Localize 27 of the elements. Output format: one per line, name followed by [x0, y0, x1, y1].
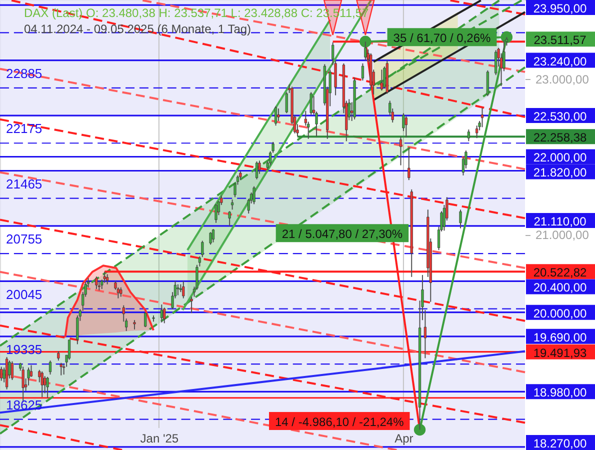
annotation: 21 / 5.047,80 / 27,30% — [282, 227, 403, 242]
ref-line-label: 18625 — [6, 397, 42, 412]
ref-line-label: 21.110,00 — [534, 214, 587, 228]
ref-line-label: 19.491,93 — [533, 346, 588, 360]
data-label: 20.522,82 — [533, 266, 588, 280]
ref-line-label: 19.690,00 — [533, 330, 588, 344]
ref-line-label: 20.000,00 — [533, 306, 588, 320]
ref-line-label: 23.950,00 — [533, 2, 588, 16]
x-tick-label: Apr — [394, 432, 414, 446]
y-tick-label: 23.000,00 — [536, 72, 590, 86]
ref-line-label: 23.240,00 — [533, 54, 588, 68]
ref-line-label: 18.270,00 — [533, 436, 588, 450]
ref-line-label: 22.000,00 — [533, 150, 588, 165]
text: 23.511,57 — [534, 33, 586, 48]
y-tick-label: 21.000,00 — [536, 228, 590, 242]
ref-line-label: 22.530,00 — [533, 110, 588, 124]
annotation: 35 / 61,70 / 0,26% — [393, 31, 492, 46]
ref-line-label: 21465 — [6, 176, 42, 192]
ref-line-label: 20755 — [6, 232, 42, 247]
x-tick-label: Jan '25 — [140, 432, 179, 446]
ref-line-label: 20045 — [6, 286, 42, 302]
ref-line-label: 21.820,00 — [533, 166, 588, 180]
data-label: 22.258,38 — [533, 130, 588, 145]
annotation: 14 / -4.986,10 / -21,24% — [274, 415, 404, 429]
ref-line-label: 20.400,00 — [533, 280, 588, 295]
ref-line-label: 22175 — [6, 121, 42, 136]
ref-line-label: 18.980,00 — [533, 386, 588, 400]
